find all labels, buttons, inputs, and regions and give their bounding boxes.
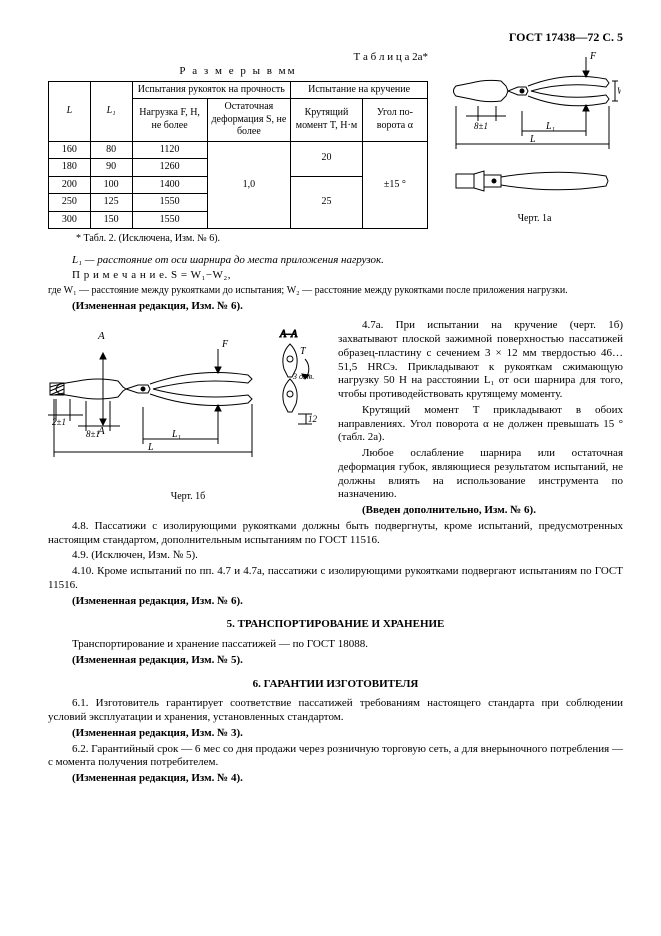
p-4-9: 4.9. (Исключен, Изм. № 5).	[48, 549, 623, 563]
svg-text:W₁: W₁	[617, 86, 621, 96]
L1-definition: L₁ — расстояние от оси шарнира до места …	[48, 254, 623, 268]
svg-text:12: 12	[308, 414, 318, 424]
col-torsion: Испытание на кручение	[291, 81, 428, 99]
figure-1a-block: F W₁ 8±1 L₁ L Черт. 1а	[438, 51, 623, 226]
note-body: где W₁ — расстояние между рукоятками до …	[48, 285, 623, 298]
figure-1a-svg: F W₁ 8±1 L₁ L	[446, 51, 621, 211]
table-2a: L L₁ Испытания рукояток на прочность Исп…	[48, 81, 428, 230]
fig-1a-caption: Черт. 1а	[446, 213, 623, 226]
col-L: L	[67, 105, 73, 116]
svg-text:F: F	[589, 51, 597, 62]
svg-text:2±1: 2±1	[52, 417, 66, 427]
cell-S: 1,0	[207, 141, 290, 229]
p-4-10-ed: (Измененная редакция, Изм. № 6).	[48, 595, 623, 609]
table-row: 160801120 1,0 20 ±15 °	[49, 141, 428, 159]
sec6-1: 6.1. Изготовитель гарантирует соответств…	[48, 697, 623, 725]
col-load: Нагрузка F, Н, не более	[132, 99, 207, 142]
sec6-2-ed: (Измененная редакция, Изм. № 4).	[48, 772, 623, 786]
table-footnote: * Табл. 2. (Исключена, Изм. № 6).	[76, 233, 623, 246]
svg-text:L: L	[147, 442, 154, 453]
svg-text:L₁: L₁	[545, 121, 555, 132]
svg-text:A–A: A–A	[279, 329, 298, 340]
svg-text:8±1: 8±1	[474, 121, 488, 131]
sec6-2: 6.2. Гарантийный срок — 6 мес со дня про…	[48, 743, 623, 771]
sec5-ed: (Измененная редакция, Изм. № 5).	[48, 654, 623, 668]
page-header: ГОСТ 17438—72 С. 5	[48, 30, 623, 45]
cell-alpha: ±15 °	[362, 141, 427, 229]
col-deform: Остаточная деформация S, не более	[207, 99, 290, 142]
note-S: П р и м е ч а н и е. S = W₁−W₂,	[48, 269, 623, 283]
table-2a-block: Т а б л и ц а 2а* Р а з м е р ы в мм L L…	[48, 51, 438, 229]
svg-text:F: F	[221, 339, 229, 350]
cell-T1: 20	[291, 141, 363, 176]
figure-1b-block: A–A A A F T 2±1 8±1 L₁ L 3 отв. 12	[48, 319, 338, 504]
figure-1b-svg: A–A A A F T 2±1 8±1 L₁ L 3 отв. 12	[48, 319, 328, 489]
svg-text:3 отв.: 3 отв.	[292, 372, 314, 381]
svg-text:A: A	[97, 330, 105, 342]
sec6-1-ed: (Измененная редакция, Изм. № 3).	[48, 727, 623, 741]
p-4-10: 4.10. Кроме испытаний по пп. 4.7 и 4.7а,…	[48, 565, 623, 593]
col-strength: Испытания рукояток на прочность	[132, 81, 291, 99]
section-6-heading: 6. ГАРАНТИИ ИЗГОТОВИТЕЛЯ	[48, 678, 623, 692]
col-L1: L₁	[107, 105, 116, 116]
dimensions-label: Р а з м е р ы в мм	[48, 65, 428, 79]
p-4-7a-1: 4.7а. При испытании на кручение (черт. 1…	[338, 319, 623, 402]
edition-note-1: (Измененная редакция, Изм. № 6).	[48, 300, 623, 314]
cell-T2: 25	[291, 176, 363, 229]
p-4-7a-intro: (Введен дополнительно, Изм. № 6).	[338, 504, 623, 518]
p-4-7a-3: Любое ослабление шарнира или остаточная …	[338, 447, 623, 502]
section-5-heading: 5. ТРАНСПОРТИРОВАНИЕ И ХРАНЕНИЕ	[48, 618, 623, 632]
p-4-8: 4.8. Пассатижи с изолирующими рукоятками…	[48, 520, 623, 548]
p-4-7a-2: Крутящий момент T прикладывают в обоих н…	[338, 404, 623, 445]
table-caption: Т а б л и ц а 2а*	[48, 51, 438, 65]
svg-text:L₁: L₁	[171, 429, 181, 440]
svg-text:L: L	[529, 134, 536, 145]
col-torque: Крутящий момент T, Н·м	[291, 99, 363, 142]
fig-1b-caption: Черт. 1б	[48, 491, 328, 504]
svg-text:T: T	[300, 346, 307, 357]
svg-text:8±1: 8±1	[86, 429, 100, 439]
col-angle: Угол по-ворота α	[362, 99, 427, 142]
sec5-text: Транспортирование и хранение пассатижей …	[48, 638, 623, 652]
